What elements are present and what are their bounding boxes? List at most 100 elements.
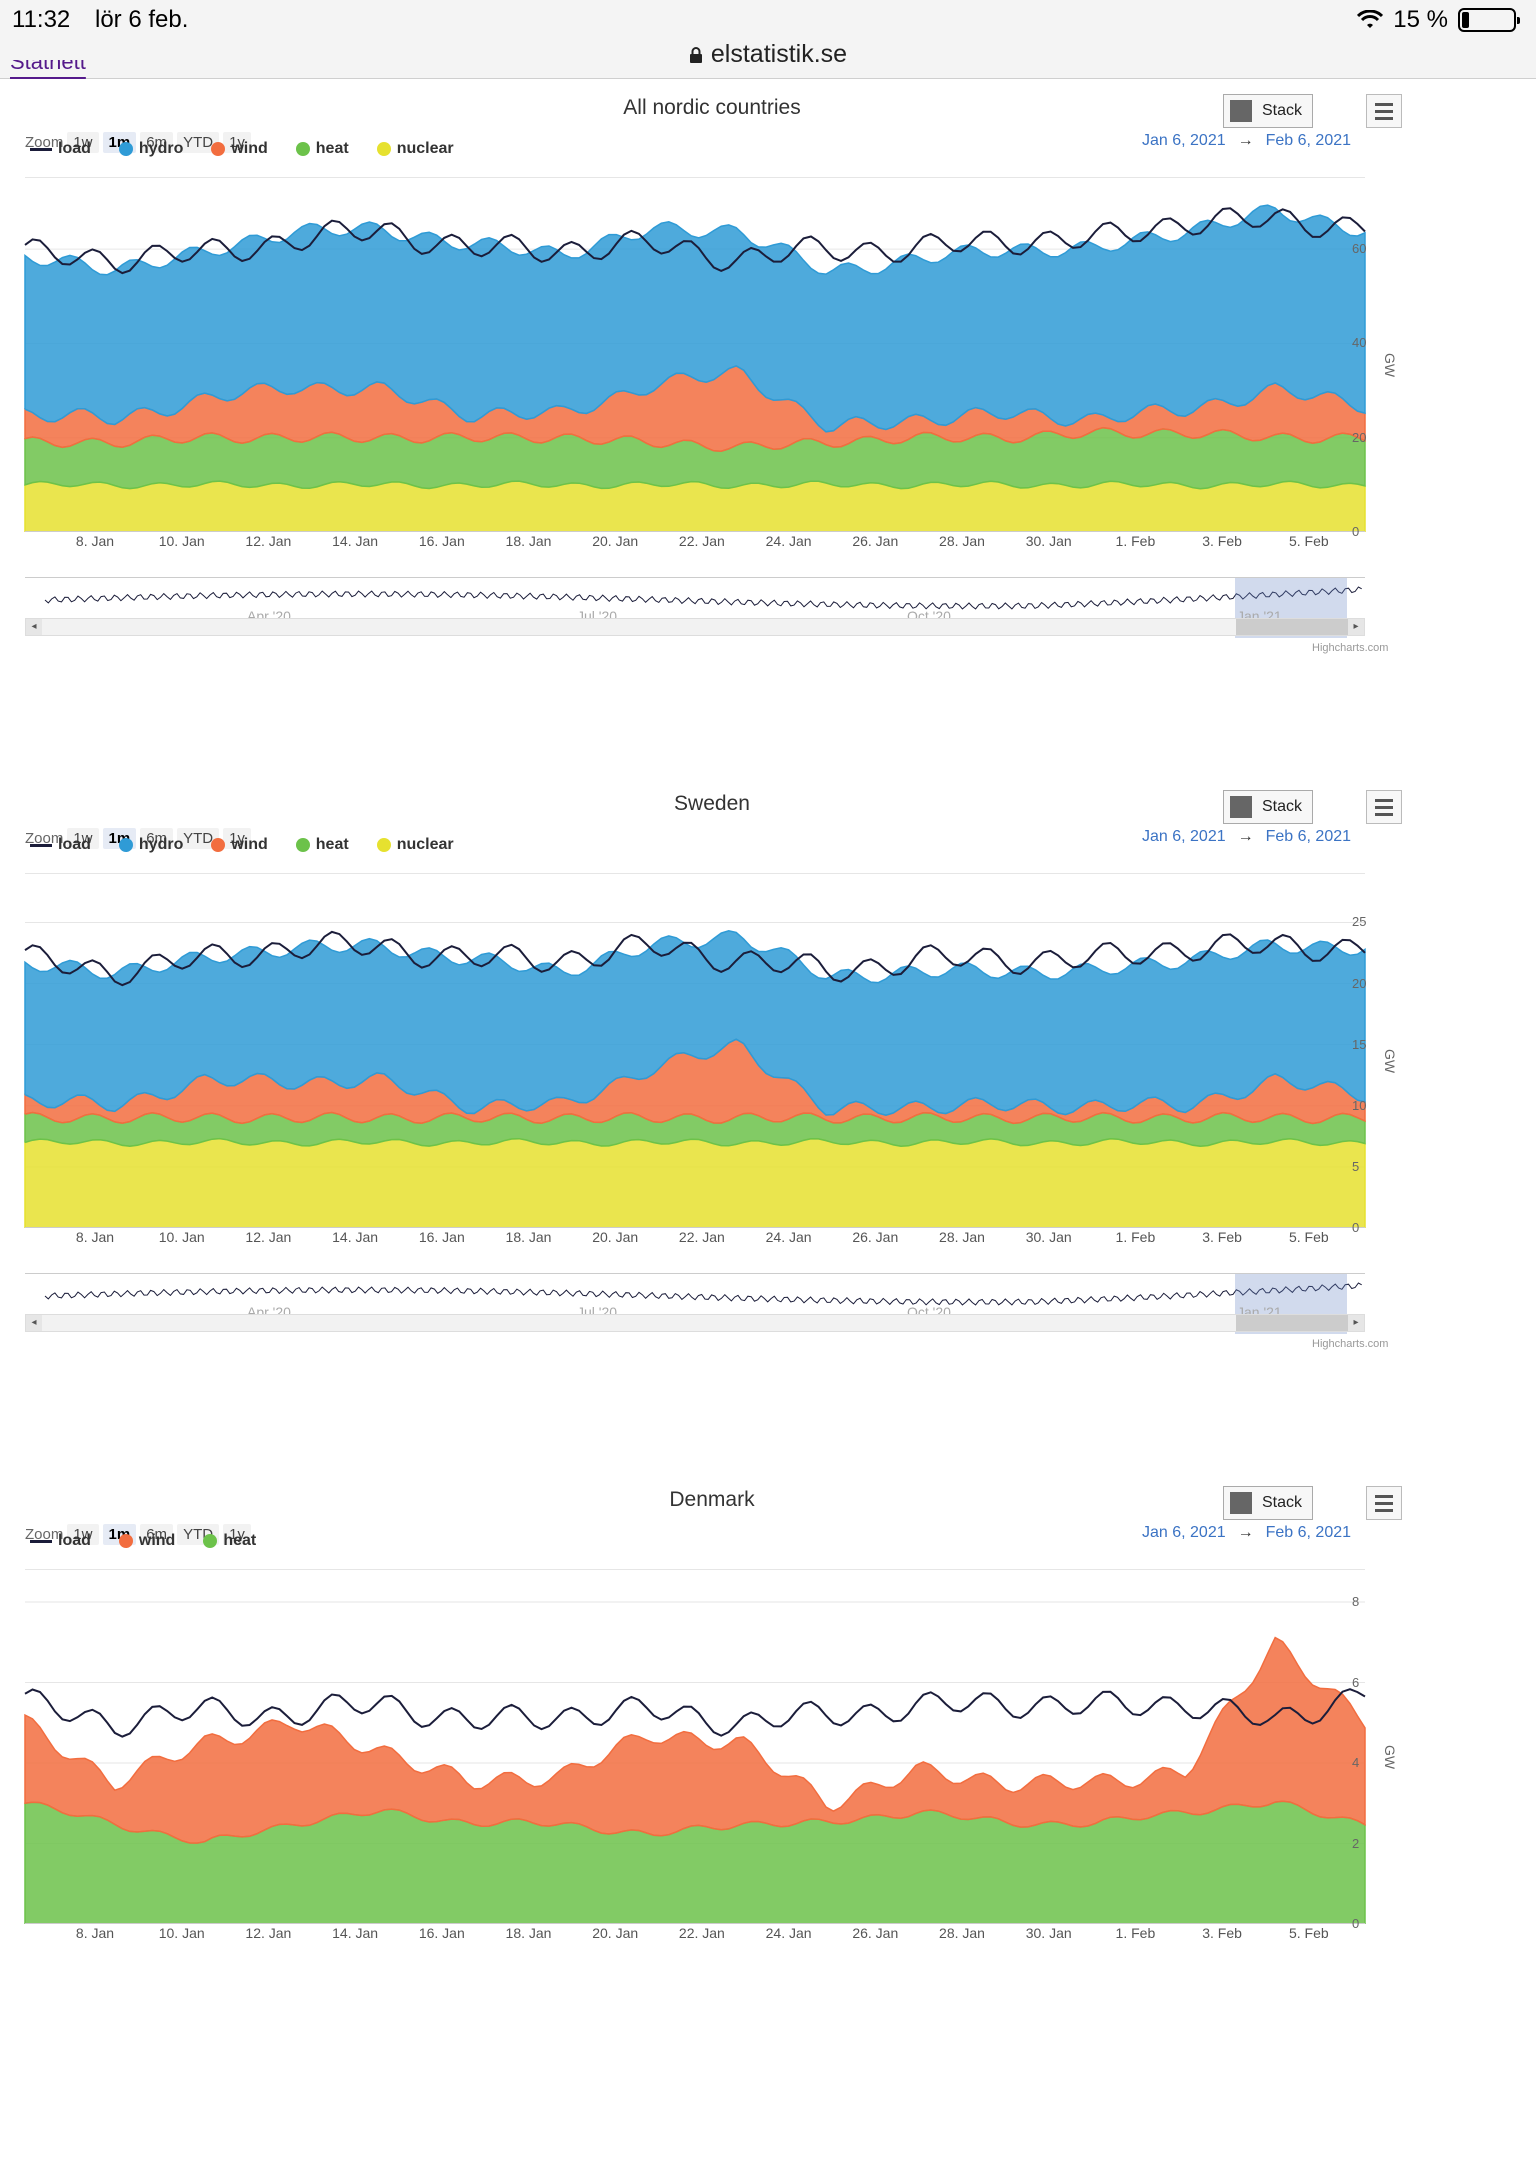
legend-label: wind: [138, 1532, 176, 1549]
legend-label: wind: [231, 140, 268, 157]
y-tick-label: 40: [1352, 335, 1367, 351]
statnett-link[interactable]: Statnett: [10, 60, 86, 74]
x-tick-label: 18. Jan: [505, 1925, 552, 1941]
legend-item-heat[interactable]: heat: [203, 1532, 256, 1550]
zoom-button-1y[interactable]: 1y: [223, 828, 251, 849]
stacked-area-chart[interactable]: [0, 898, 1400, 1228]
zoom-button-ytd[interactable]: YTD: [177, 828, 220, 849]
y-axis-label: GW: [1382, 352, 1399, 378]
y-tick-label: 6: [1352, 1674, 1360, 1690]
scroll-right-icon[interactable]: ▸: [1348, 619, 1364, 635]
y-tick-label: 0: [1352, 1916, 1360, 1931]
date-from[interactable]: Jan 6, 2021: [1142, 828, 1226, 845]
battery-percent: 15 %: [1393, 6, 1448, 33]
date-to[interactable]: Feb 6, 2021: [1265, 1524, 1352, 1541]
legend-item-heat[interactable]: heat: [295, 836, 349, 854]
scroll-left-icon[interactable]: ◂: [26, 619, 42, 635]
arrow-right-icon: →: [1237, 1524, 1254, 1541]
zoom-button-1w[interactable]: 1w: [67, 1524, 99, 1545]
x-tick-label: 12. Jan: [245, 1229, 292, 1245]
stacked-area-chart[interactable]: [0, 202, 1400, 532]
status-bar: 11:32 lör 6 feb. 15 % elstatistik.se: [0, 0, 1536, 79]
stack-button[interactable]: Stack: [1223, 94, 1313, 128]
legend-label: load: [58, 1532, 91, 1549]
date-to[interactable]: Feb 6, 2021: [1265, 828, 1352, 845]
chart-menu-icon[interactable]: [1366, 790, 1402, 824]
x-tick-label: 24. Jan: [765, 533, 812, 549]
zoom-button-1y[interactable]: 1y: [223, 1524, 251, 1545]
x-tick-label: 5. Feb: [1288, 1229, 1329, 1245]
date-range[interactable]: Jan 6, 2021 → Feb 6, 2021: [1142, 828, 1351, 846]
chart-menu-icon[interactable]: [1366, 94, 1402, 128]
highcharts-credit[interactable]: Highcharts.com: [1312, 1338, 1389, 1350]
navigator-line: [44, 1282, 1362, 1306]
scroll-thumb[interactable]: [1236, 619, 1348, 635]
date-from[interactable]: Jan 6, 2021: [1142, 1524, 1226, 1541]
date-range[interactable]: Jan 6, 2021 → Feb 6, 2021: [1142, 1524, 1351, 1542]
legend-item-nuclear[interactable]: nuclear: [376, 836, 454, 854]
legend-item-wind[interactable]: wind: [211, 836, 268, 854]
legend-symbol-nuclear: [376, 142, 391, 156]
zoom-button-1w[interactable]: 1w: [67, 132, 99, 153]
x-tick-label: 10. Jan: [158, 1925, 205, 1941]
arrow-right-icon: →: [1237, 132, 1254, 149]
legend-label: hydro: [138, 140, 184, 157]
arrow-right-icon: →: [1237, 828, 1254, 845]
y-tick-label: 4: [1352, 1755, 1360, 1771]
legend-label: load: [58, 836, 91, 853]
stack-swatch-icon: [1230, 100, 1252, 122]
x-tick-label: 12. Jan: [245, 1925, 292, 1941]
legend-symbol-heat: [203, 1534, 218, 1548]
stack-button[interactable]: Stack: [1223, 790, 1313, 824]
x-axis: 8. Jan 10. Jan 12. Jan 14. Jan 16. Jan 18. Ja…: [0, 533, 1400, 553]
x-axis: 8. Jan 10. Jan 12. Jan 14. Jan 16. Jan 18. Ja…: [0, 1925, 1400, 1945]
legend-item-load[interactable]: load: [30, 1532, 91, 1550]
scroll-right-icon[interactable]: ▸: [1348, 1315, 1364, 1331]
scrollbar[interactable]: ◂ ▸: [25, 618, 1365, 636]
zoom-button-6m[interactable]: 6m: [140, 828, 174, 849]
x-tick-label: 30. Jan: [1025, 1229, 1072, 1245]
navigator-line: [44, 586, 1362, 610]
zoom-button-1y[interactable]: 1y: [223, 132, 251, 153]
x-tick-label: 3. Feb: [1202, 1925, 1242, 1941]
zoom-label: Zoom: [25, 1526, 64, 1543]
legend-item-load[interactable]: load: [30, 836, 91, 854]
zoom-button-ytd[interactable]: YTD: [177, 132, 220, 153]
legend-item-wind[interactable]: wind: [211, 140, 268, 158]
chart-title: All nordic countries: [623, 96, 801, 119]
chart-title: Denmark: [669, 1488, 755, 1511]
legend-item-hydro[interactable]: hydro: [118, 140, 184, 158]
date-range[interactable]: Jan 6, 2021 → Feb 6, 2021: [1142, 132, 1351, 150]
legend-symbol-hydro: [118, 142, 133, 156]
scroll-left-icon[interactable]: ◂: [26, 1315, 42, 1331]
scrollbar[interactable]: ◂ ▸: [25, 1314, 1365, 1332]
x-tick-label: 20. Jan: [592, 1925, 639, 1941]
legend-item-nuclear[interactable]: nuclear: [376, 140, 454, 158]
status-time: 11:32: [12, 6, 71, 33]
legend-item-heat[interactable]: heat: [295, 140, 349, 158]
legend-item-wind[interactable]: wind: [118, 1532, 176, 1550]
url-bar[interactable]: elstatistik.se: [0, 40, 1536, 69]
stacked-area-chart[interactable]: [0, 1594, 1400, 1924]
x-tick-label: 1. Feb: [1115, 1229, 1156, 1245]
y-tick-label: 5: [1352, 1158, 1360, 1174]
chart-panel-all-nordic-countries: All nordic countries Stack Zoom 1w 1m 6m YTD 1y…: [0, 82, 1536, 777]
legend-label: nuclear: [396, 836, 454, 853]
scroll-thumb[interactable]: [1236, 1315, 1348, 1331]
legend-item-load[interactable]: load: [30, 140, 91, 158]
legend-item-hydro[interactable]: hydro: [118, 836, 183, 854]
y-tick-label: 8: [1352, 1594, 1360, 1610]
x-tick-label: 30. Jan: [1025, 1925, 1072, 1941]
stack-button[interactable]: Stack: [1223, 1486, 1313, 1520]
zoom-button-1w[interactable]: 1w: [67, 828, 99, 849]
date-to[interactable]: Feb 6, 2021: [1265, 132, 1352, 149]
zoom-button-6m[interactable]: 6m: [140, 132, 174, 153]
date-from[interactable]: Jan 6, 2021: [1142, 132, 1226, 149]
chart-menu-icon[interactable]: [1366, 1486, 1402, 1520]
zoom-button-6m[interactable]: 6m: [140, 1524, 174, 1545]
x-tick-label: 18. Jan: [505, 1229, 552, 1245]
x-tick-label: 1. Feb: [1115, 533, 1156, 549]
x-tick-label: 22. Jan: [678, 1925, 725, 1941]
legend-label: wind: [231, 836, 268, 853]
highcharts-credit[interactable]: Highcharts.com: [1312, 642, 1389, 654]
